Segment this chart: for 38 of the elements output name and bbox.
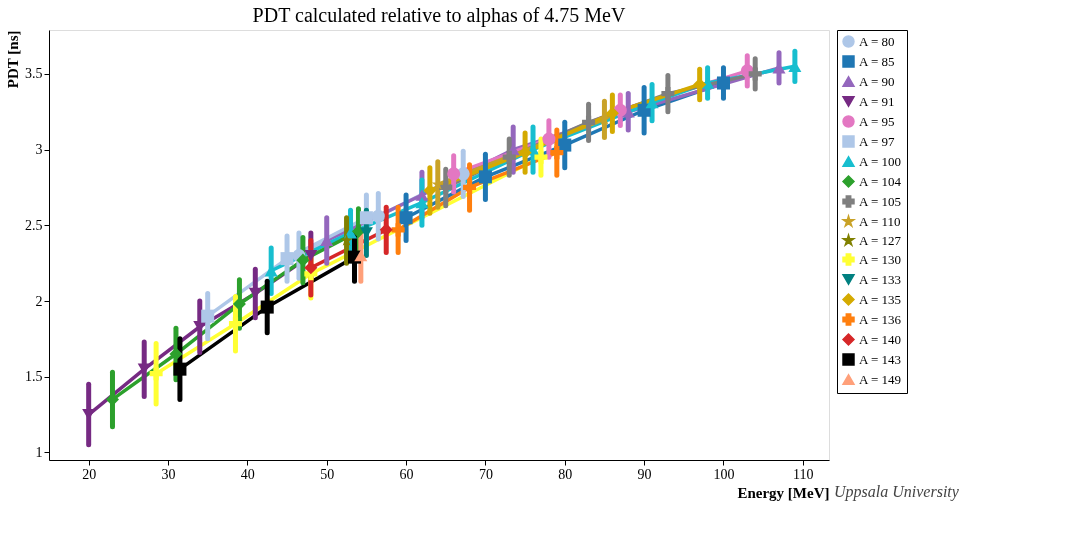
legend-label: A = 136 [859, 311, 902, 327]
legend-label: A = 90 [859, 73, 895, 89]
legend-label: A = 130 [859, 251, 902, 267]
x-tick-label: 50 [320, 466, 335, 482]
y-tick-label: 3 [35, 142, 43, 158]
legend-label: A = 104 [859, 173, 902, 189]
legend-label: A = 143 [859, 351, 902, 367]
y-axis-title: PDT [ns] [5, 30, 21, 89]
legend-label: A = 80 [859, 33, 895, 49]
legend-label: A = 97 [859, 133, 895, 149]
x-tick-label: 60 [399, 466, 414, 482]
legend-label: A = 140 [859, 331, 902, 347]
x-tick-label: 80 [558, 466, 573, 482]
x-tick-label: 40 [240, 466, 255, 482]
y-tick-label: 2.5 [25, 217, 43, 233]
legend-label: A = 149 [859, 371, 902, 387]
chart-title: PDT calculated relative to alphas of 4.75 MeV [252, 3, 626, 27]
legend-label: A = 110 [859, 213, 901, 229]
legend-label: A = 95 [859, 113, 895, 129]
legend-label: A = 133 [859, 271, 902, 287]
legend-label: A = 135 [859, 291, 902, 307]
legend-label: A = 127 [859, 232, 902, 248]
legend-label: A = 91 [859, 93, 895, 109]
legend-label: A = 105 [859, 193, 902, 209]
x-tick-label: 100 [713, 466, 735, 482]
x-tick-label: 110 [793, 466, 814, 482]
legend-label: A = 85 [859, 53, 895, 69]
text: Uppsala University [834, 483, 960, 501]
y-tick-label: 1.5 [25, 369, 43, 385]
legend-label: A = 100 [859, 153, 902, 169]
x-axis-title: Energy [MeV] [737, 484, 830, 501]
y-tick-label: 3.5 [25, 66, 43, 82]
x-tick-label: 70 [478, 466, 493, 482]
x-tick-label: 30 [161, 466, 176, 482]
x-tick-label: 90 [637, 466, 652, 482]
x-tick-label: 20 [82, 466, 97, 482]
y-tick-label: 1 [35, 444, 43, 460]
y-tick-label: 2 [35, 293, 43, 309]
